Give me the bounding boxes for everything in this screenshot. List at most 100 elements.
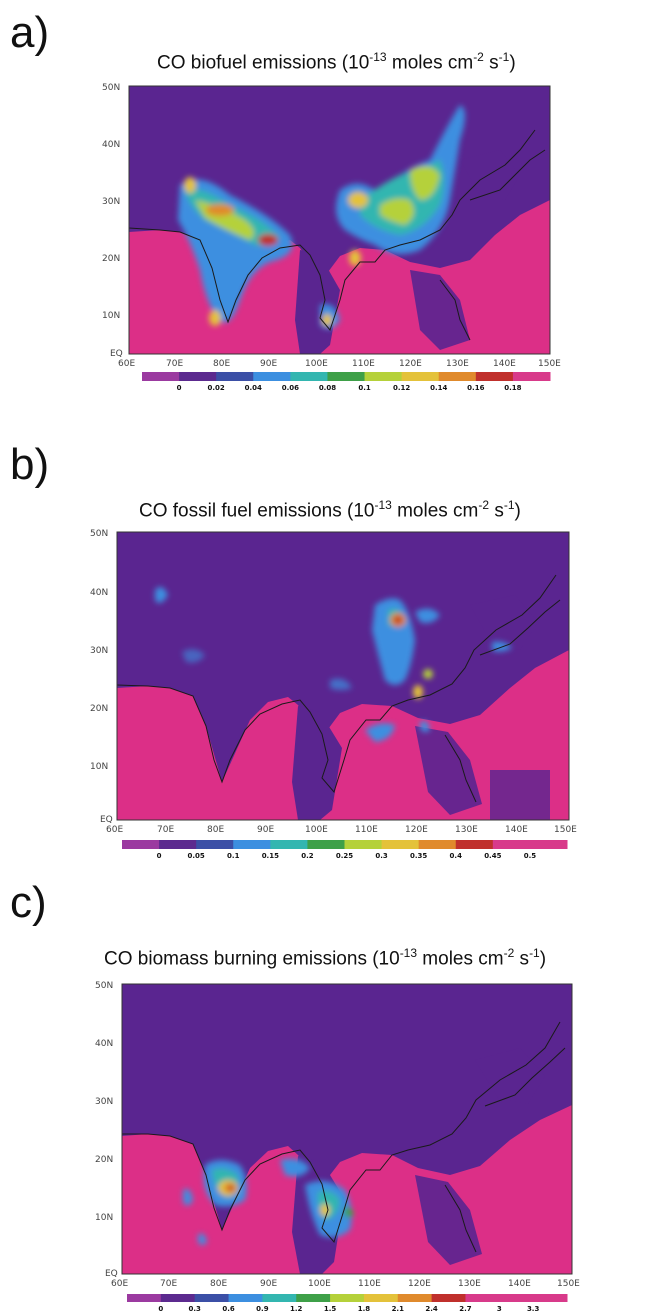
lon-tick: 110E	[355, 825, 378, 835]
colorbar-label: 0.1	[227, 852, 240, 860]
lon-tick: 90E	[260, 359, 277, 369]
colorbar-label: 3.3	[527, 1305, 540, 1313]
colorbar-label: 1.2	[290, 1305, 303, 1313]
colorbar-label: 0.02	[208, 384, 225, 392]
lon-tick: 90E	[260, 1279, 277, 1289]
lon-tick: 130E	[458, 1279, 481, 1289]
lat-tick: 40N	[90, 588, 108, 598]
colorbar-swatch	[142, 372, 180, 381]
lon-tick: 100E	[308, 1279, 331, 1289]
lat-tick: 50N	[102, 83, 120, 93]
colorbar-label: 0	[177, 384, 182, 392]
colorbar-swatch	[194, 1294, 230, 1302]
lat-tick: 30N	[95, 1097, 113, 1107]
lon-tick: 70E	[166, 359, 183, 369]
colorbar-label: 0.45	[484, 852, 501, 860]
panel-b: b) CO fossil fuel emissions (10-13 moles…	[0, 430, 657, 870]
colorbar-label: 0.4	[450, 852, 463, 860]
lon-tick: 140E	[508, 1279, 531, 1289]
colorbar-label: 0.3	[375, 852, 388, 860]
lon-tick: 70E	[157, 825, 174, 835]
lon-tick: 90E	[257, 825, 274, 835]
lon-tick: 120E	[408, 1279, 431, 1289]
colorbar-swatch	[216, 372, 254, 381]
colorbar-label: 0.1	[358, 384, 371, 392]
lon-tick: 150E	[538, 359, 561, 369]
map-biomass-burning: 50N 40N 30N 20N 10N EQ 60E 70E 80E 90E 1…	[95, 981, 580, 1313]
lat-tick: 20N	[90, 704, 108, 714]
colorbar-swatch	[196, 840, 234, 849]
lon-tick: 80E	[207, 825, 224, 835]
lon-tick: 70E	[160, 1279, 177, 1289]
colorbar-label: 3	[497, 1305, 502, 1313]
colorbar-swatch	[499, 1294, 534, 1302]
colorbar-label: 0.9	[256, 1305, 269, 1313]
panel-label: c)	[10, 878, 47, 927]
colorbar-swatch	[228, 1294, 263, 1302]
colorbar-label: 0.3	[188, 1305, 201, 1313]
colorbar-swatch	[296, 1294, 331, 1302]
colorbar-swatch	[159, 840, 197, 849]
lon-tick: 130E	[446, 359, 469, 369]
panel-title: CO fossil fuel emissions (10-13 moles cm…	[139, 498, 521, 522]
colorbar-swatch	[122, 840, 160, 849]
panel-a: a) CO biofuel emissions (10-13 moles cm-…	[0, 0, 657, 430]
colorbar-swatch	[512, 372, 551, 381]
lat-tick: 30N	[102, 197, 120, 207]
lat-tick: EQ	[105, 1269, 118, 1279]
colorbar-swatch	[290, 372, 328, 381]
lat-tick: 20N	[102, 254, 120, 264]
lon-tick: 60E	[106, 825, 123, 835]
colorbar-swatch	[327, 372, 366, 381]
colorbar-label: 0.04	[245, 384, 262, 392]
colorbar-swatch	[253, 372, 291, 381]
colorbar-swatch	[330, 1294, 365, 1302]
panel-title: CO biofuel emissions (10-13 moles cm-2 s…	[157, 50, 516, 74]
lat-tick: 10N	[90, 762, 108, 772]
colorbar: 0 0.02 0.04 0.06 0.08 0.1 0.12 0.14 0.16 0.18	[142, 372, 551, 392]
colorbar-swatch	[344, 840, 383, 849]
colorbar-label: 0.05	[188, 852, 205, 860]
colorbar-label: 0.16	[467, 384, 484, 392]
lon-ticks: 60E 70E 80E 90E 100E 110E 120E 130E 140E…	[118, 359, 561, 369]
colorbar-swatch	[431, 1294, 466, 1302]
colorbar-swatch	[363, 1294, 399, 1302]
lon-tick: 60E	[111, 1279, 128, 1289]
lon-tick: 120E	[405, 825, 428, 835]
colorbar-label: 0.25	[336, 852, 353, 860]
colorbar-swatch	[270, 840, 308, 849]
lat-tick: 10N	[102, 311, 120, 321]
panel-title: CO biomass burning emissions (10-13 mole…	[104, 946, 547, 970]
colorbar-swatch	[127, 1294, 162, 1302]
colorbar-label: 0.35	[410, 852, 427, 860]
colorbar-label: 2.4	[425, 1305, 438, 1313]
lat-tick: 50N	[95, 981, 113, 991]
colorbar-swatch	[307, 840, 345, 849]
colorbar-swatch	[475, 372, 514, 381]
colorbar-label: 0	[157, 852, 162, 860]
panel-label: a)	[10, 8, 50, 57]
colorbar-label: 2.1	[392, 1305, 405, 1313]
colorbar-label: 1.5	[324, 1305, 337, 1313]
colorbar-swatch	[401, 372, 440, 381]
colorbar-swatch	[160, 1294, 196, 1302]
lon-tick: 60E	[118, 359, 135, 369]
colorbar-swatch	[465, 1294, 500, 1302]
colorbar-swatch	[533, 1294, 568, 1302]
colorbar-label: 0.14	[430, 384, 447, 392]
map-biofuel: 50N 40N 30N 20N 10N EQ 60E 70E 80E 90E 1…	[102, 83, 561, 392]
colorbar: 0 0.3 0.6 0.9 1.2 1.5 1.8 2.1 2.4 2.7 3 3.3	[127, 1294, 568, 1313]
lon-tick: 140E	[493, 359, 516, 369]
panel-c: c) CO biomass burning emissions (10-13 m…	[0, 870, 657, 1313]
lat-ticks: 50N 40N 30N 20N 10N EQ	[102, 83, 123, 359]
colorbar-swatch	[455, 840, 494, 849]
lon-tick: 130E	[455, 825, 478, 835]
lon-tick: 140E	[505, 825, 528, 835]
colorbar-label: 0.06	[282, 384, 299, 392]
colorbar-swatch	[381, 840, 420, 849]
colorbar-label: 0.08	[319, 384, 336, 392]
lat-tick: 30N	[90, 646, 108, 656]
colorbar-swatch	[364, 372, 403, 381]
lat-tick: 40N	[102, 140, 120, 150]
colorbar-swatch	[418, 840, 457, 849]
